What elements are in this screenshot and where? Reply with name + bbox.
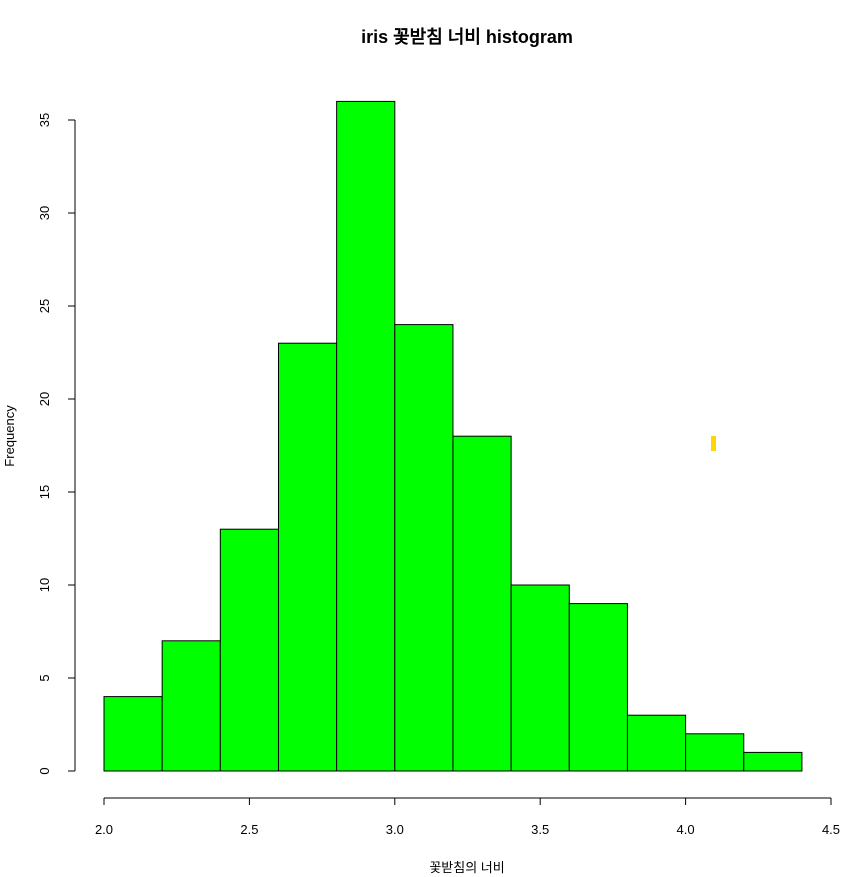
y-tick-label: 0 (37, 767, 52, 774)
y-tick-label: 35 (37, 113, 52, 127)
x-tick-label: 3.5 (531, 822, 549, 837)
histogram-bar-5 (336, 100, 396, 772)
histogram-bar-4 (277, 342, 338, 772)
x-axis: 2.0 2.5 3.0 3.5 4.0 4.5 (95, 797, 840, 837)
yellow-marker (711, 436, 716, 451)
x-axis-label: 꽃받침의 너비 (429, 860, 504, 875)
histogram-bar-6 (394, 324, 454, 772)
chart-title: iris 꽃받침 너비 histogram (361, 27, 573, 47)
y-tick-label: 5 (37, 674, 52, 681)
histogram-bar-1 (103, 696, 163, 772)
y-tick-label: 15 (37, 485, 52, 499)
histogram-bars (103, 100, 803, 772)
x-tick-label: 4.0 (677, 822, 695, 837)
y-axis: 0 5 10 15 20 25 30 35 (37, 113, 76, 775)
histogram-bar-7 (452, 435, 512, 772)
histogram-bar-3 (219, 528, 279, 772)
histogram-bar-9 (568, 603, 628, 772)
y-tick-label: 10 (37, 578, 52, 592)
x-tick-label: 2.5 (240, 822, 258, 837)
x-tick-label: 3.0 (386, 822, 404, 837)
y-tick-label: 20 (37, 392, 52, 406)
y-tick-label: 30 (37, 206, 52, 220)
histogram-bar-8 (510, 584, 570, 772)
y-axis-label: Frequency (2, 405, 17, 467)
histogram-bar-11 (685, 733, 745, 772)
y-tick-label: 25 (37, 299, 52, 313)
histogram-bar-12 (743, 751, 803, 772)
histogram-bar-10 (626, 714, 687, 772)
x-tick-label: 2.0 (95, 822, 113, 837)
x-tick-label: 4.5 (822, 822, 840, 837)
histogram-bar-2 (161, 640, 221, 772)
